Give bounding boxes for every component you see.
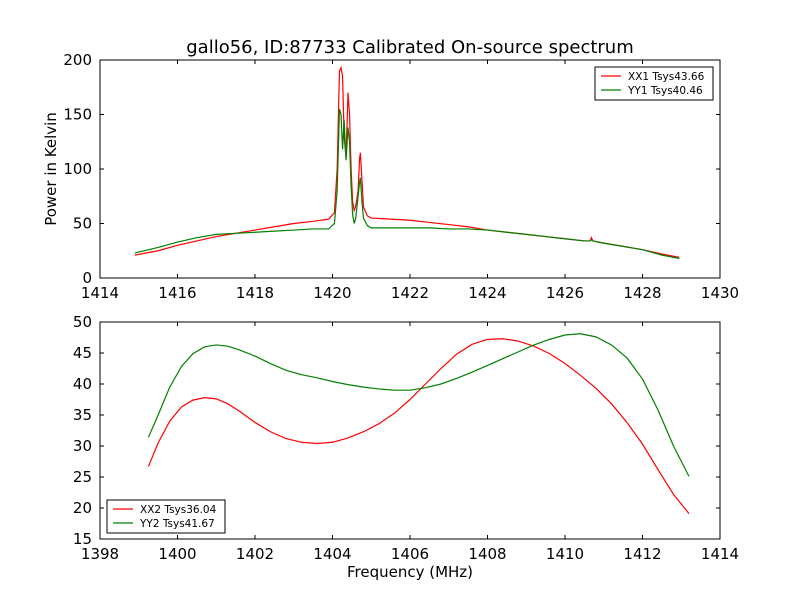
x-tick-label: 1430 xyxy=(701,284,739,302)
x-tick-label: 1406 xyxy=(391,545,429,563)
y-tick-label: 150 xyxy=(63,106,92,124)
x-tick-label: 1428 xyxy=(623,284,661,302)
x-tick-label: 1404 xyxy=(313,545,351,563)
y-tick-label: 15 xyxy=(73,530,92,548)
x-tick-label: 1422 xyxy=(391,284,429,302)
legend-label: YY1 Tsys40.46 xyxy=(627,85,703,97)
legend-label: YY2 Tsys41.67 xyxy=(139,518,215,530)
x-tick-label: 1402 xyxy=(236,545,274,563)
y-tick-label: 45 xyxy=(73,344,92,362)
legend-frame xyxy=(106,499,226,534)
x-tick-label: 1400 xyxy=(158,545,196,563)
y-tick-label: 100 xyxy=(63,160,92,178)
y-tick-label: 25 xyxy=(73,468,92,486)
x-tick-label: 1420 xyxy=(313,284,351,302)
x-axis-label: Frequency (MHz) xyxy=(347,563,473,581)
x-tick-label: 1424 xyxy=(468,284,506,302)
x-tick-label: 1416 xyxy=(158,284,196,302)
series-line-2-2 xyxy=(147,333,690,477)
series-line-1-2 xyxy=(134,108,680,259)
y-tick-label: 50 xyxy=(73,313,92,331)
y-axis-label: Power in Kelvin xyxy=(42,112,60,226)
bottom-baseline-plot: 1398 1400 1402 1404 1406 1408 1410 1412 1414 15 20… xyxy=(73,313,739,581)
x-tick-label: 1410 xyxy=(546,545,584,563)
top-spectrum-plot: 1414 1416 1418 1420 1422 1424 1426 1428 1430 0 50 1… xyxy=(42,51,739,302)
y-tick-label: 0 xyxy=(82,269,92,287)
legend-label: XX1 Tsys43.66 xyxy=(628,71,705,83)
x-tick-label: 1398 xyxy=(81,545,119,563)
x-tick-label: 1418 xyxy=(236,284,274,302)
legend-label: XX2 Tsys36.04 xyxy=(140,504,217,516)
y-tick-label: 30 xyxy=(73,437,92,455)
x-tick-label: 1408 xyxy=(468,545,506,563)
x-tick-label: 1414 xyxy=(701,545,739,563)
x-tick-label: 1426 xyxy=(546,284,584,302)
series-line-2-1 xyxy=(147,338,690,514)
y-tick-label: 40 xyxy=(73,375,92,393)
legend: XX1 Tsys43.66 YY1 Tsys40.46 xyxy=(594,66,714,101)
y-tick-label: 20 xyxy=(73,499,92,517)
x-tick-label: 1414 xyxy=(81,284,119,302)
legend-frame xyxy=(594,66,714,101)
x-tick-label: 1412 xyxy=(623,545,661,563)
y-tick-label: 50 xyxy=(73,215,92,233)
y-tick-label: 200 xyxy=(63,51,92,69)
legend: XX2 Tsys36.04 YY2 Tsys41.67 xyxy=(106,499,226,534)
y-tick-label: 35 xyxy=(73,406,92,424)
figure-title: gallo56, ID:87733 Calibrated On-source s… xyxy=(186,37,634,58)
